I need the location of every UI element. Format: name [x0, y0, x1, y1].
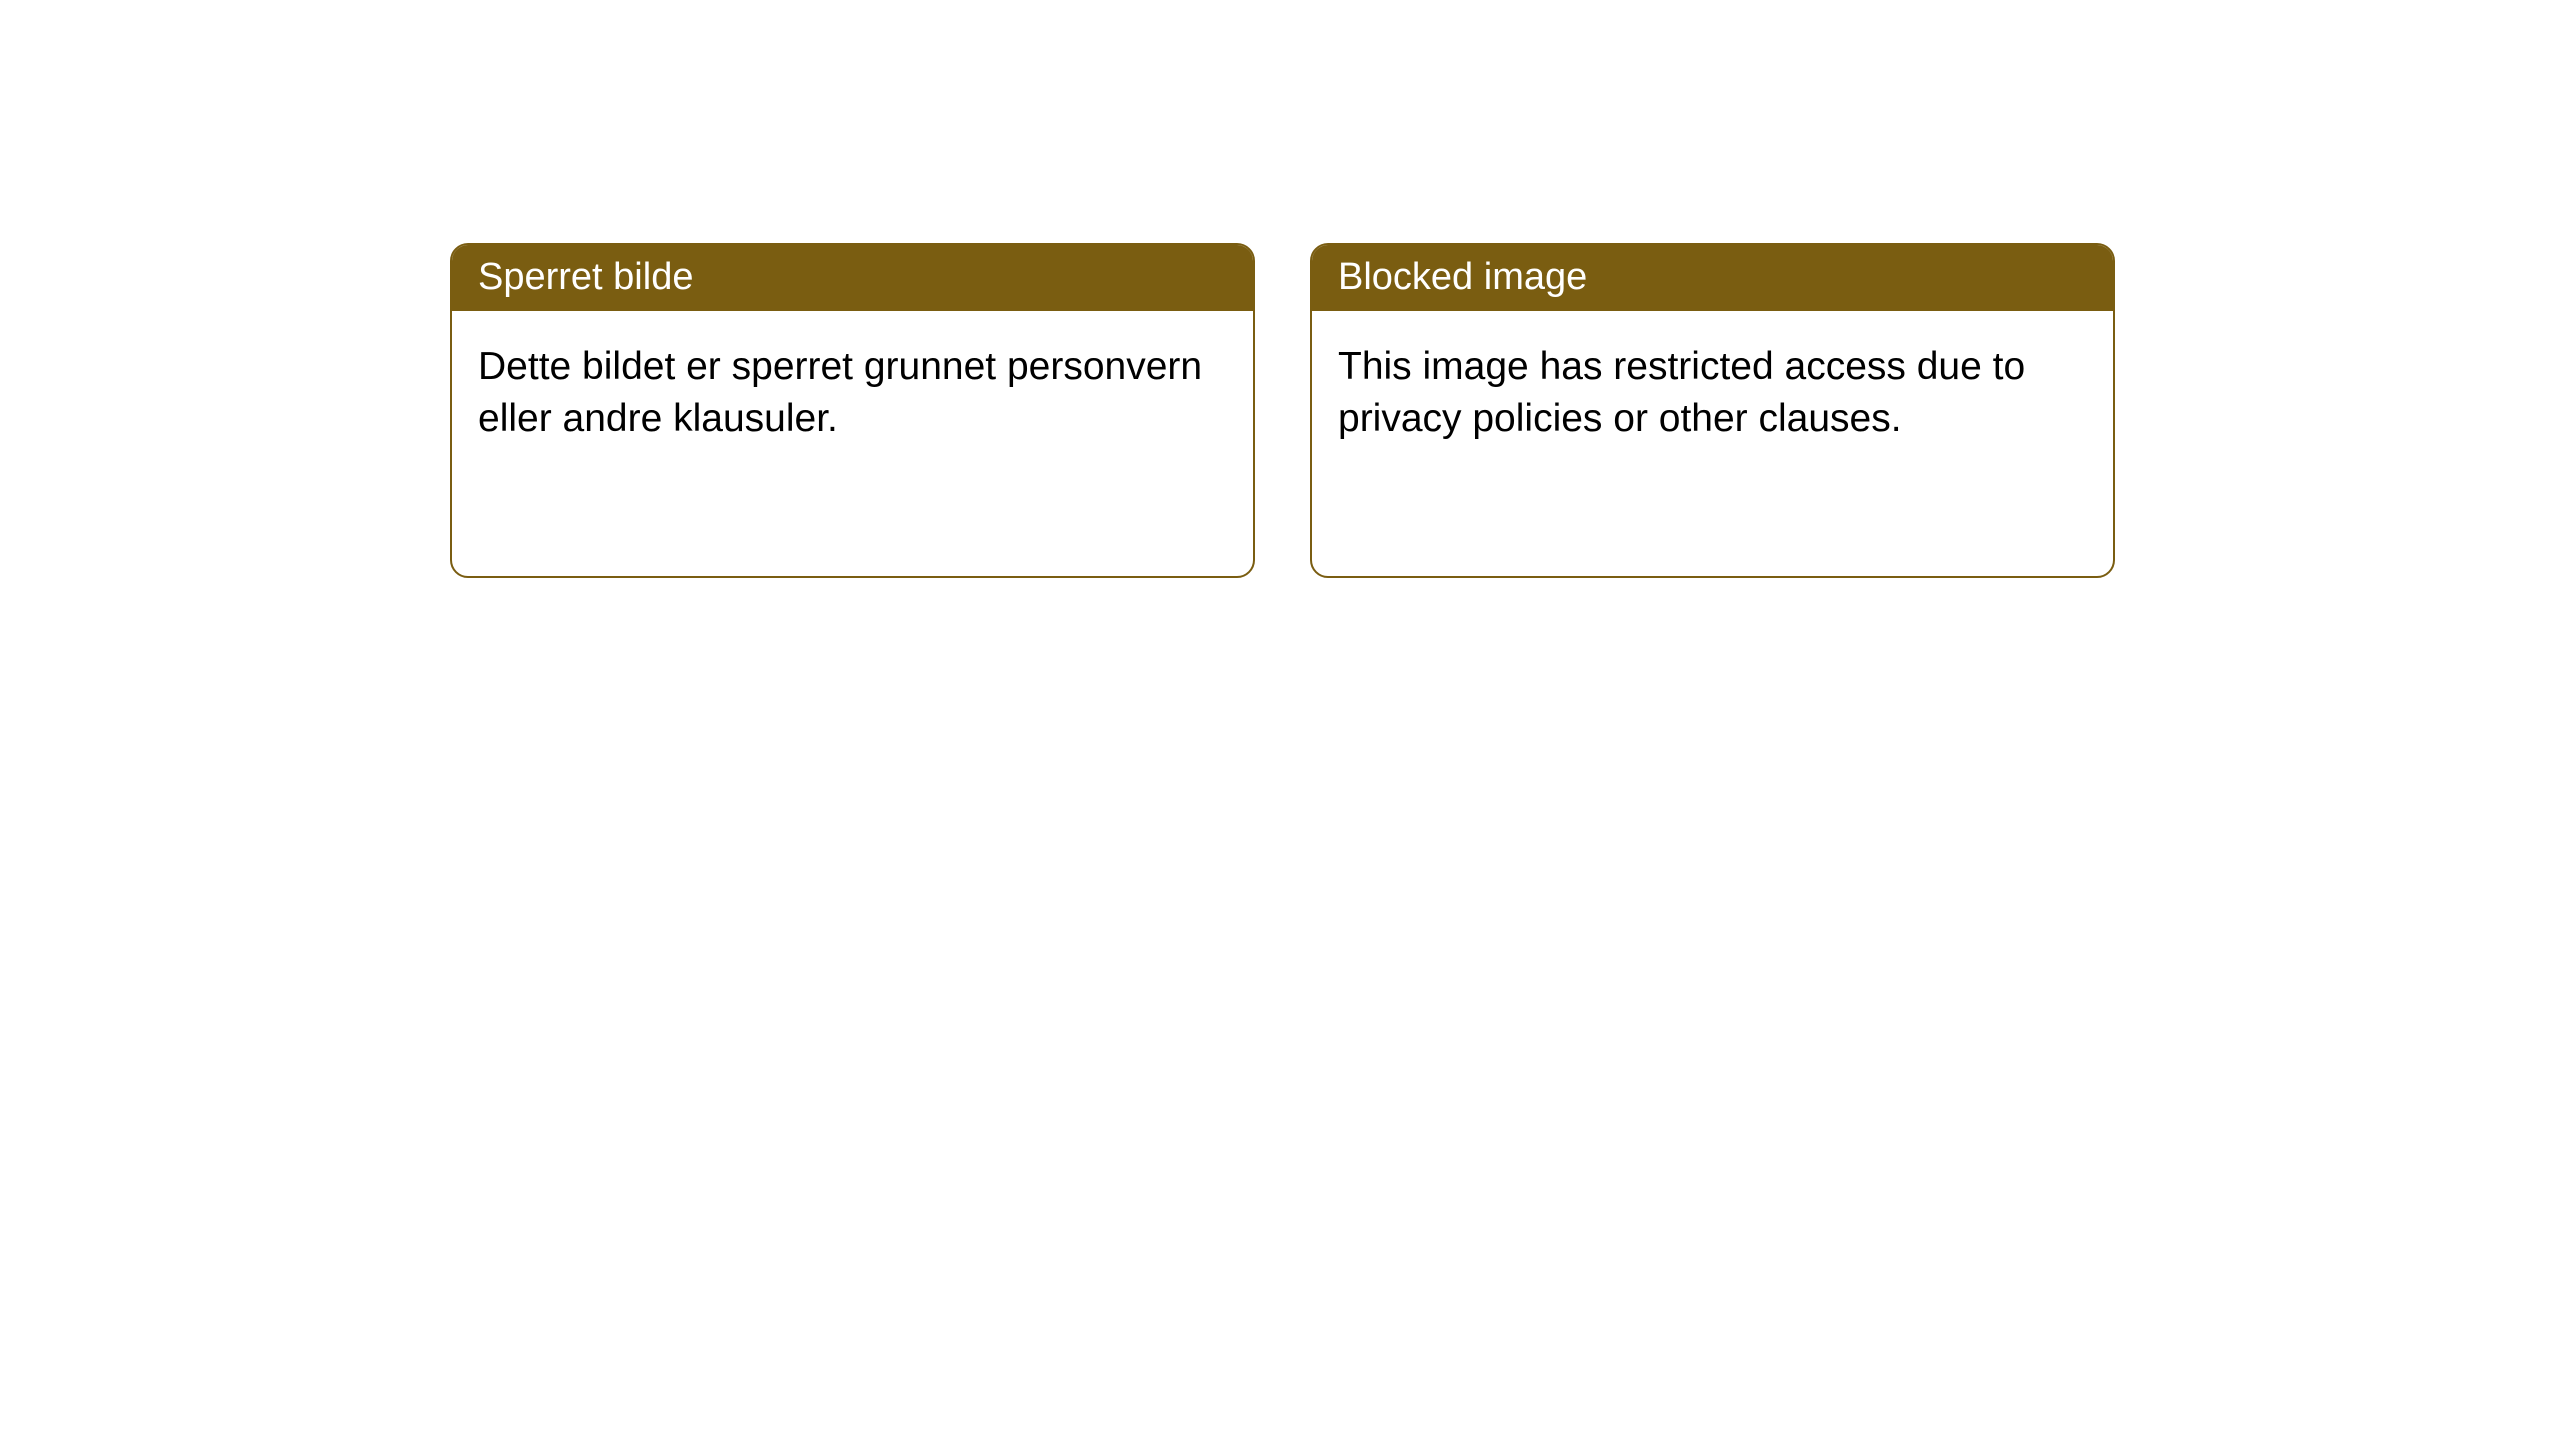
notice-body-norwegian: Dette bildet er sperret grunnet personve…: [452, 311, 1253, 476]
notice-card-norwegian: Sperret bilde Dette bildet er sperret gr…: [450, 243, 1255, 578]
notice-body-english: This image has restricted access due to …: [1312, 311, 2113, 476]
notice-container: Sperret bilde Dette bildet er sperret gr…: [450, 243, 2115, 578]
notice-title-norwegian: Sperret bilde: [452, 245, 1253, 311]
notice-card-english: Blocked image This image has restricted …: [1310, 243, 2115, 578]
notice-title-english: Blocked image: [1312, 245, 2113, 311]
